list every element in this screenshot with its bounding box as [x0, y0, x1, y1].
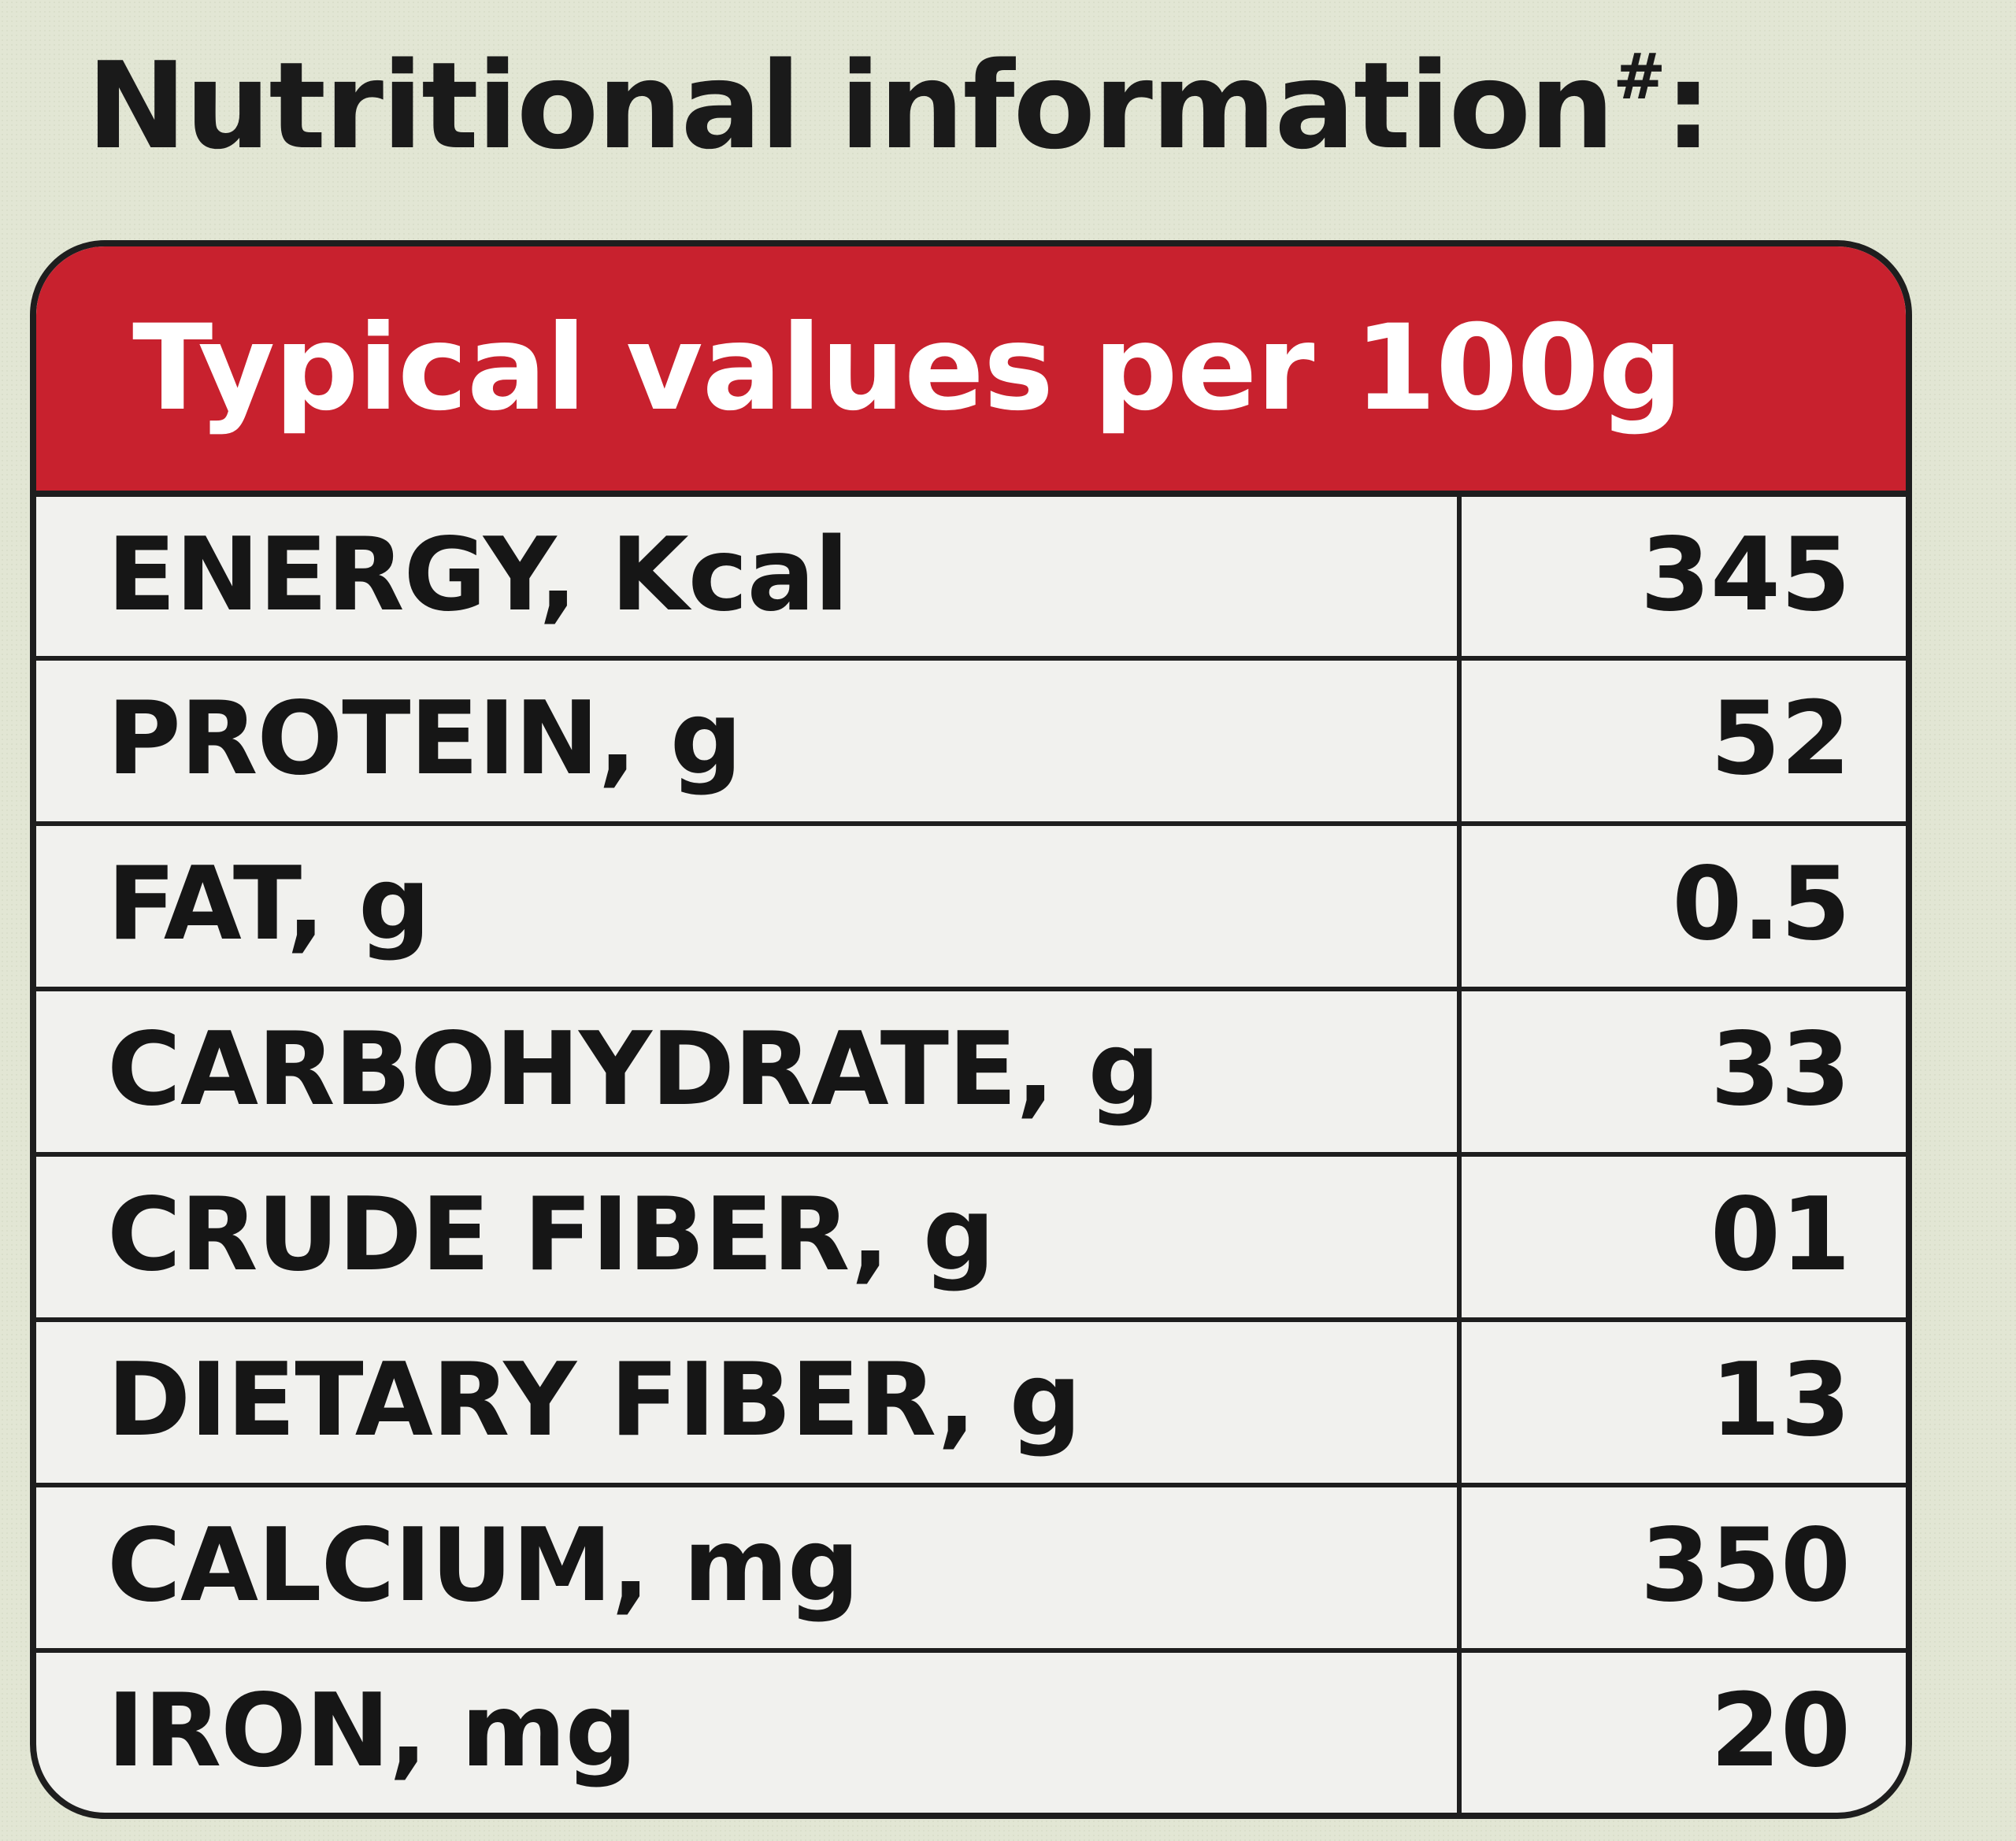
- nutrient-label: CARBOHYDRATE, g: [36, 991, 1462, 1152]
- table-row: IRON, mg 20: [36, 1648, 1906, 1813]
- table-row: FAT, g 0.5: [36, 821, 1906, 987]
- nutrient-value: 13: [1710, 1342, 1851, 1459]
- nutrient-value: 350: [1640, 1507, 1851, 1624]
- table-row: CRUDE FIBER, g 01: [36, 1152, 1906, 1317]
- nutrient-value: 345: [1640, 517, 1851, 634]
- title-text: Nutritional information: [87, 36, 1614, 176]
- nutrient-label: FAT, g: [36, 826, 1462, 987]
- nutrient-label: CRUDE FIBER, g: [36, 1157, 1462, 1317]
- nutrient-value: 52: [1710, 680, 1851, 798]
- nutrient-label: PROTEIN, g: [36, 661, 1462, 821]
- table-body: ENERGY, Kcal 345 PROTEIN, g 52 FAT, g 0.…: [36, 491, 1906, 1813]
- title-colon: :: [1664, 36, 1712, 176]
- table-row: CARBOHYDRATE, g 33: [36, 987, 1906, 1152]
- table-header: Typical values per 100g: [36, 246, 1906, 491]
- table-row: PROTEIN, g 52: [36, 656, 1906, 821]
- table-row: ENERGY, Kcal 345: [36, 491, 1906, 656]
- nutrient-label: CALCIUM, mg: [36, 1487, 1462, 1648]
- nutrition-table: Typical values per 100g ENERGY, Kcal 345…: [30, 240, 1912, 1819]
- table-row: DIETARY FIBER, g 13: [36, 1317, 1906, 1483]
- nutrient-label: ENERGY, Kcal: [36, 497, 1462, 656]
- nutrient-value: 20: [1710, 1672, 1851, 1790]
- nutrient-value: 33: [1710, 1011, 1851, 1128]
- footnote-marker: #: [1613, 40, 1666, 114]
- page-title: Nutritional information#:: [87, 31, 1712, 181]
- nutrient-value: 01: [1710, 1176, 1851, 1294]
- table-row: CALCIUM, mg 350: [36, 1483, 1906, 1648]
- nutrient-value: 0.5: [1672, 846, 1851, 963]
- nutrient-label: IRON, mg: [36, 1653, 1462, 1813]
- nutrient-label: DIETARY FIBER, g: [36, 1322, 1462, 1483]
